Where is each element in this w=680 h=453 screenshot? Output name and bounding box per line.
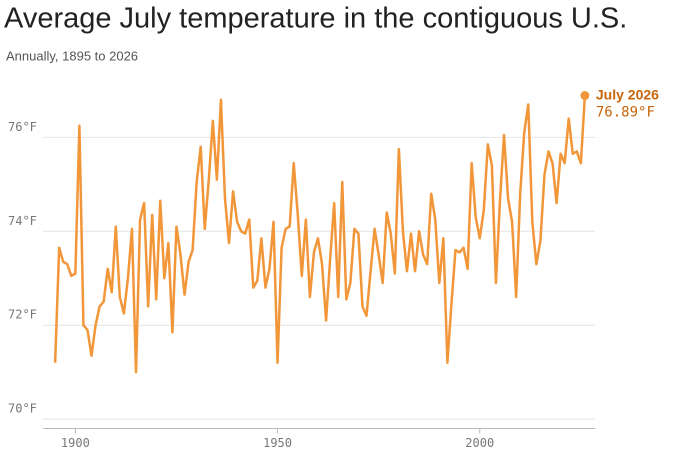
y-tick-label: 74°F xyxy=(8,214,37,228)
annotation-title: July 2026 xyxy=(596,86,659,102)
chart-subtitle: Annually, 1895 to 2026 xyxy=(6,48,138,63)
last-point xyxy=(580,91,590,101)
chart-title: Average July temperature in the contiguo… xyxy=(4,3,627,35)
annotation-value: 76.89°F xyxy=(596,105,655,121)
x-tick-label: 1900 xyxy=(61,436,90,450)
x-tick-label: 2000 xyxy=(465,436,494,450)
y-tick-label: 70°F xyxy=(8,402,37,416)
x-tick-label: 1950 xyxy=(263,436,292,450)
data-line xyxy=(53,95,587,374)
y-tick-label: 76°F xyxy=(8,120,37,134)
y-tick-label: 72°F xyxy=(8,308,37,322)
